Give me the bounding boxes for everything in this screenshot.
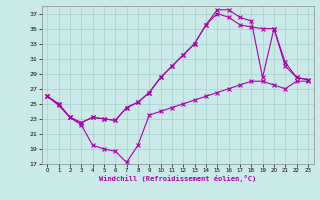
X-axis label: Windchill (Refroidissement éolien,°C): Windchill (Refroidissement éolien,°C) [99, 175, 256, 182]
